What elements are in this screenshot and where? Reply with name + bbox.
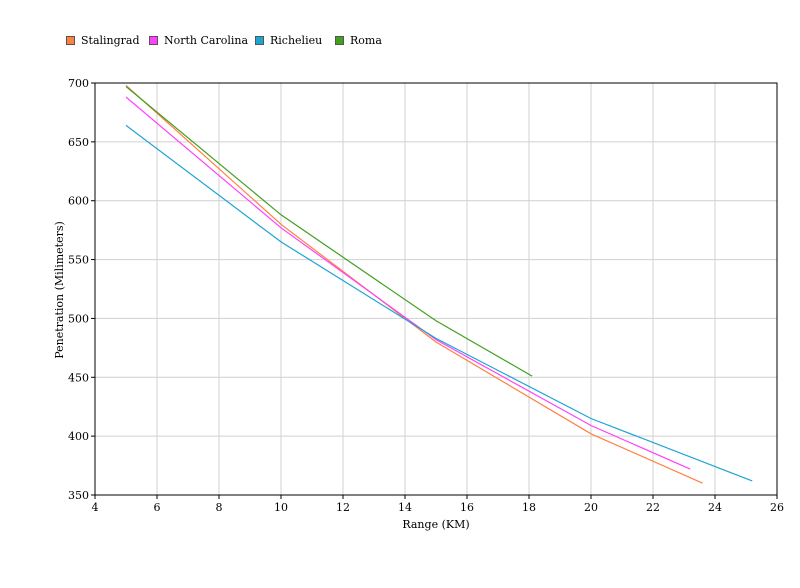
series-line-roma [125,86,533,377]
y-tick-label: 650 [68,136,89,149]
legend-swatch [149,36,158,45]
legend-item-richelieu[interactable]: Richelieu [255,34,322,47]
y-tick-label: 550 [68,254,89,267]
y-axis: 350 400 450 500 550 600 650 700 [68,77,95,502]
x-tick-label: 12 [336,501,350,514]
x-axis-label: Range (KM) [402,518,469,531]
x-tick-label: 8 [216,501,223,514]
x-tick-label: 4 [92,501,99,514]
x-tick-label: 6 [154,501,161,514]
series-line-stalingrad [125,84,703,484]
legend-label: Stalingrad [81,34,140,47]
legend-item-north-carolina[interactable]: North Carolina [149,34,248,47]
legend-item-stalingrad[interactable]: Stalingrad [66,34,140,47]
series-lines [125,84,753,484]
legend-swatch [66,36,75,45]
series-line-richelieu [125,124,753,482]
x-tick-label: 26 [770,501,784,514]
legend-label: North Carolina [164,34,249,47]
x-tick-label: 18 [522,501,536,514]
x-tick-label: 20 [584,501,598,514]
y-tick-label: 400 [68,430,89,443]
x-tick-label: 14 [398,501,412,514]
plot-area [94,82,778,496]
y-tick-label: 500 [68,312,89,325]
y-tick-label: 700 [68,77,89,90]
y-tick-label: 600 [68,195,89,208]
y-tick-label: 350 [68,489,89,502]
x-axis: 4 6 8 10 12 14 16 18 20 22 24 26 [92,495,784,514]
legend-item-roma[interactable]: Roma [335,34,382,47]
x-tick-label: 22 [646,501,660,514]
x-tick-label: 24 [708,501,722,514]
legend-swatch [255,36,264,45]
legend-swatch [335,36,344,45]
y-tick-label: 450 [68,371,89,384]
legend-label: Richelieu [270,34,323,47]
x-tick-label: 10 [274,501,288,514]
series-line-north-carolina [125,96,691,470]
x-tick-label: 16 [460,501,474,514]
legend-label: Roma [350,34,382,47]
y-axis-label: Penetration (Milimeters) [53,221,66,359]
